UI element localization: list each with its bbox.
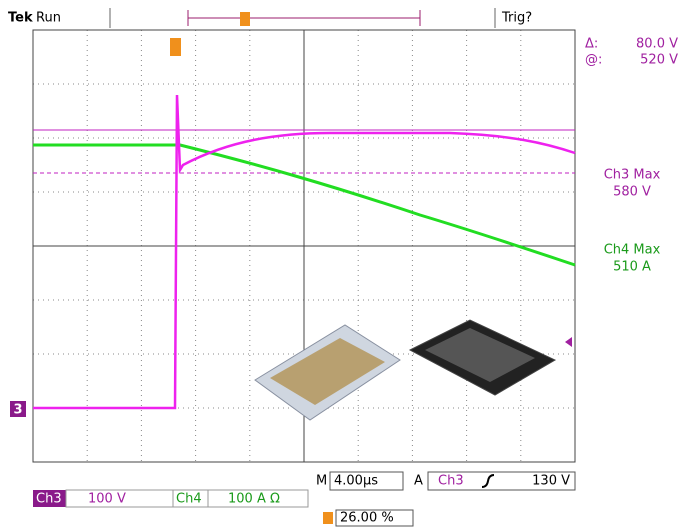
trigger-label: A (414, 474, 423, 489)
at-value: 520 V (640, 53, 678, 68)
slope-icon (481, 474, 495, 488)
channel-marker-box (10, 401, 26, 417)
cursor-arrow (565, 337, 572, 347)
measurement-label: Ch3 Max (604, 168, 661, 183)
trigger-status: Trig? (501, 11, 532, 26)
delta-label: Δ: (585, 37, 598, 52)
package-image (254, 319, 557, 421)
ch3-scale: 100 V (88, 492, 126, 507)
record-bracket (187, 10, 421, 26)
ch4-name: Ch4 (176, 492, 202, 507)
timebase-value: 4.00µs (334, 474, 378, 489)
ch3-trace (33, 94, 576, 410)
trigger-box (427, 471, 576, 491)
trigger-level: 130 V (532, 474, 570, 489)
timebase-label: M (316, 474, 327, 489)
ch4-box (207, 489, 309, 508)
ch3-name: Ch3 (36, 492, 62, 507)
trigger-marker (170, 38, 181, 56)
measurement-label: Ch4 Max (604, 243, 661, 258)
trigger-pos-icon (240, 12, 250, 26)
ch3-badge (33, 490, 66, 507)
at-label: @: (585, 53, 602, 68)
ch4-scale: 100 A Ω (228, 492, 280, 507)
ch4-trace (33, 143, 576, 267)
trigger-pos-icon (323, 512, 333, 524)
channel-marker: 3 (13, 403, 22, 418)
timebase-box (329, 471, 404, 491)
measurement-value: 580 V (613, 185, 651, 200)
measurement-value: 510 A (613, 260, 651, 275)
position-box (335, 509, 414, 527)
trigger-source: Ch3 (438, 474, 464, 489)
run-state: Run (36, 11, 61, 26)
brand: Tek (8, 11, 33, 26)
delta-value: 80.0 V (636, 37, 678, 52)
trigger-position: 26.00 % (340, 511, 394, 526)
